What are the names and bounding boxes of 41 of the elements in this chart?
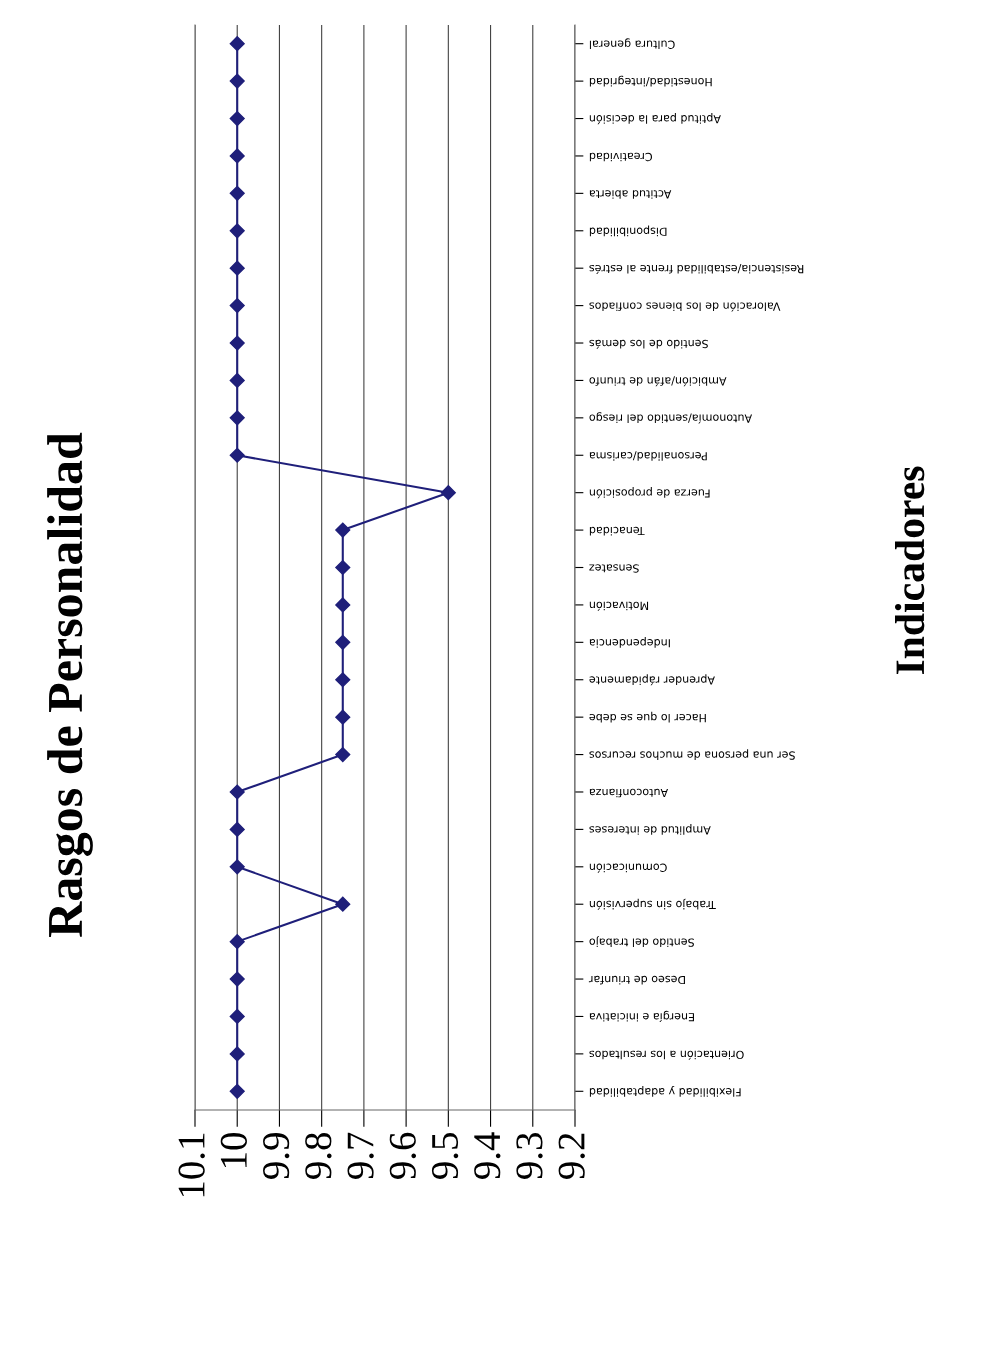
x-tick-label: 9.5 [431, 1133, 459, 1179]
x-tick-label: 10.1 [178, 1133, 205, 1197]
y-tick-label: Tenacidad [589, 526, 645, 536]
y-tick-label: Honestidad/integridad [589, 75, 712, 87]
y-tick-label: Disponibilidad [589, 225, 667, 237]
y-tick-label: Aptitud para la decisión [589, 112, 721, 125]
y-tick-label: Energía e iniciativa [589, 1010, 694, 1023]
y-tick-label: Cultura general [589, 38, 675, 50]
y-tick-label: Resistencia/estabilidad frente al estrés [589, 264, 804, 275]
y-tick-label: Motivación [589, 601, 649, 611]
y-tick-label: Amplitud de intereses [589, 824, 711, 835]
y-tick-label: Trabajo sin supervisión [589, 898, 716, 910]
y-tick-label: Autoconfianza [589, 788, 669, 798]
x-tick-label: 9.6 [389, 1132, 417, 1179]
y-tick-label: Actitud abierta [589, 190, 672, 199]
y-tick-label: Valoración de los bienes confiados [589, 302, 781, 312]
y-tick-label: Independencia [589, 636, 670, 648]
y-tick-label: Sentido de los demás [589, 339, 708, 349]
x-tick-label: 9.4 [474, 1132, 501, 1179]
y-tick-label: Hacer lo que se debe [589, 711, 706, 723]
y-tick-label: Sensatez [589, 564, 639, 573]
y-tick-label: Fuerza de proposición [589, 487, 710, 499]
y-tick-label: Flexibilidad y adaptabilidad [589, 1085, 741, 1097]
y-tick-label: Sentido del trabajo [589, 936, 694, 948]
y-axis-title: Indicadores [895, 466, 925, 675]
x-tick-label: 9.2 [558, 1133, 585, 1179]
y-tick-label: Deseo de triunfar [588, 975, 685, 985]
y-tick-label: Personalidad/carisma [589, 451, 707, 461]
x-tick-label: 10 [220, 1133, 247, 1167]
x-tick-label: 9.7 [347, 1132, 374, 1179]
y-tick-label: Aprender rápidamente [589, 674, 715, 686]
y-tick-label: Comunicación [589, 863, 667, 873]
y-tick-label: Autonomía/sentido del riesgo [589, 412, 753, 424]
y-tick-label: Ambición/afán de triunfo [589, 376, 727, 387]
y-tick-label: Ser una persona de muchos recursos [589, 749, 795, 760]
x-tick-label: 9.3 [516, 1133, 543, 1179]
y-tick-label: Creatividad [589, 152, 653, 162]
x-tick-label: 9.9 [263, 1133, 290, 1179]
y-tick-label: Orientación a los resultados [589, 1050, 744, 1060]
text: Rasgos de Personalidad [47, 432, 93, 937]
x-tick-label: 9.8 [305, 1133, 332, 1179]
